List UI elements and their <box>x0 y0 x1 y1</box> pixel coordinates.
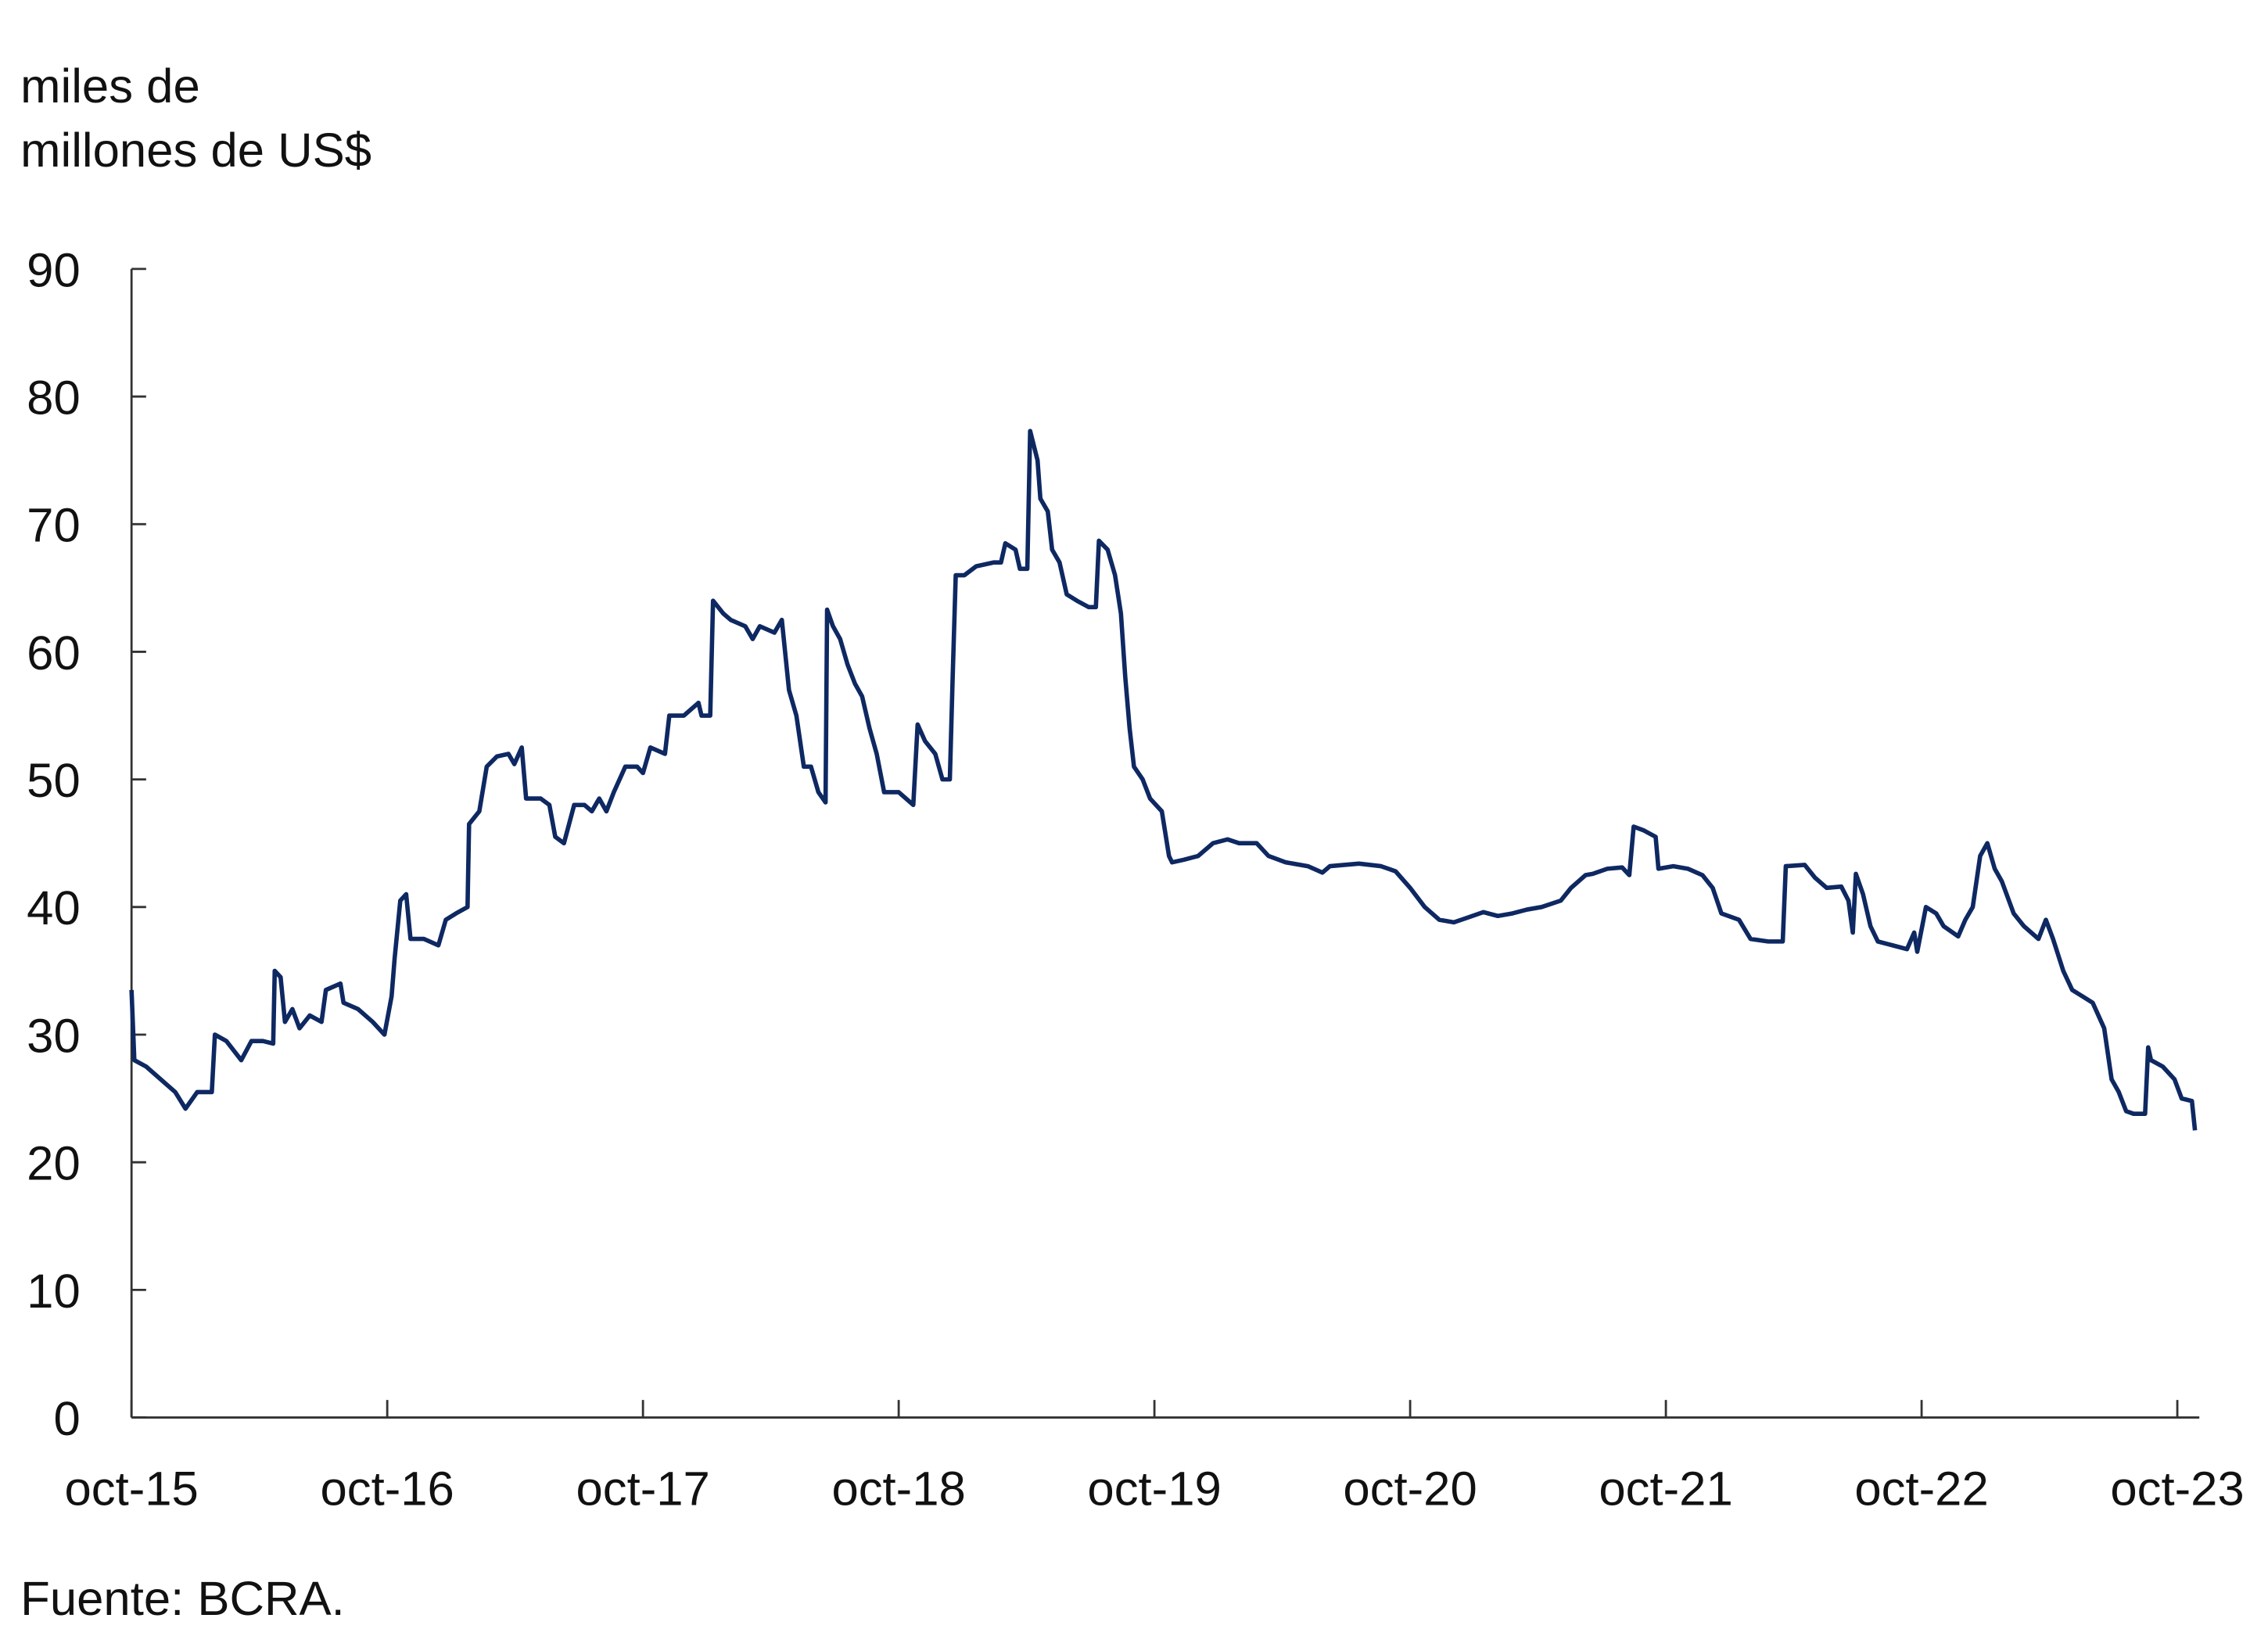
y-tick-label: 70 <box>27 499 81 553</box>
x-tick-label: oct-17 <box>576 1462 709 1516</box>
y-tick-label: 10 <box>27 1265 81 1319</box>
y-tick-label: 0 <box>53 1392 80 1446</box>
x-tick-label: oct-21 <box>1599 1462 1732 1516</box>
y-tick-label: 90 <box>27 243 81 297</box>
y-tick-label: 60 <box>27 626 81 680</box>
x-tick-label: oct-20 <box>1343 1462 1477 1516</box>
x-tick-label: oct-15 <box>64 1462 198 1516</box>
line-series <box>129 429 2198 1131</box>
x-tick-label: oct-18 <box>831 1462 965 1516</box>
x-tick-label: oct-16 <box>320 1462 454 1516</box>
y-tick-label: 30 <box>27 1009 81 1063</box>
y-axis-label: miles de <box>20 59 200 113</box>
source-note: Fuente: BCRA. <box>20 1572 345 1626</box>
y-tick-label: 20 <box>27 1137 81 1191</box>
x-tick-label: oct-23 <box>2110 1462 2244 1516</box>
y-axis-label: millones de US$ <box>20 124 371 178</box>
x-tick-label: oct-19 <box>1087 1462 1221 1516</box>
x-tick-label: oct-22 <box>1854 1462 1988 1516</box>
y-tick-label: 80 <box>27 371 81 425</box>
y-tick-label: 40 <box>27 881 81 935</box>
y-tick-label: 50 <box>27 754 81 808</box>
